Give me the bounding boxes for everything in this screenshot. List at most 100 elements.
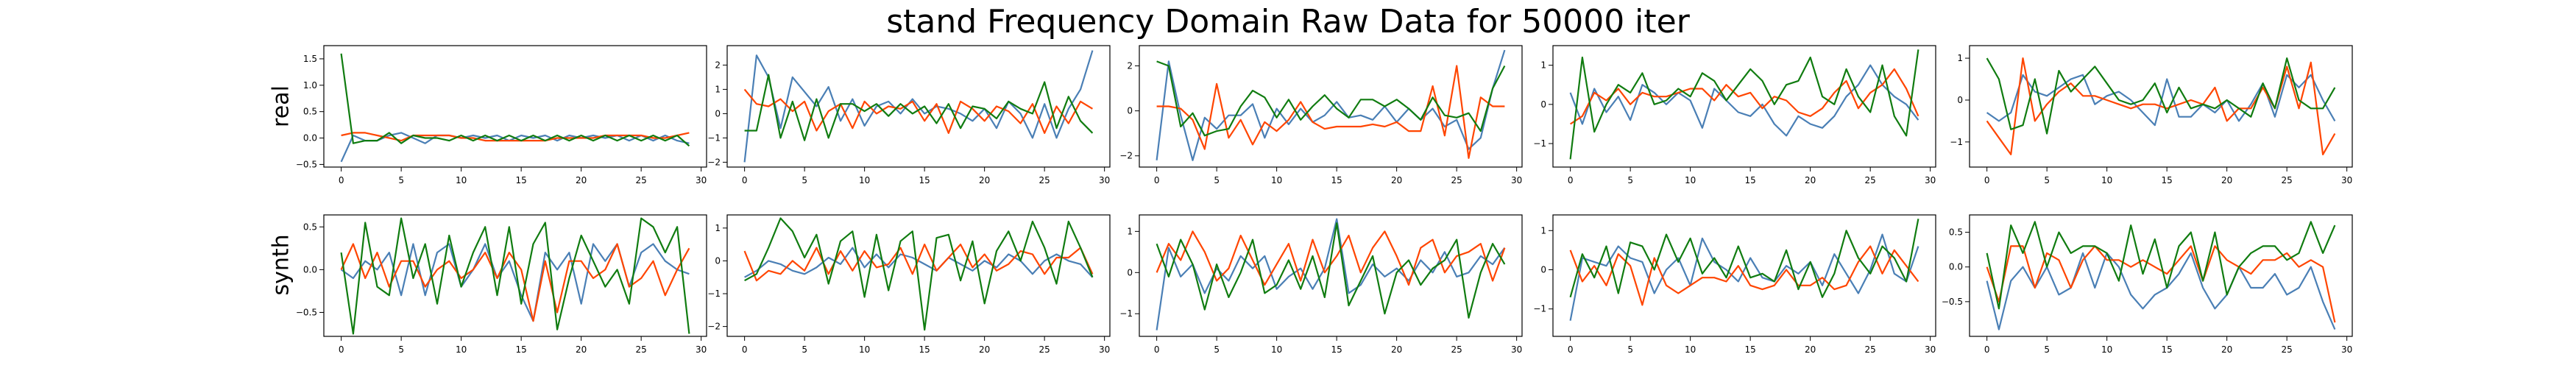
x-tick-label: 25	[1039, 344, 1050, 355]
x-tick-label: 20	[979, 344, 990, 355]
y-tick-label: 0	[1957, 95, 1963, 105]
y-tick-label: −0.5	[296, 307, 317, 317]
x-tick-label: 30	[1511, 175, 1522, 185]
x-tick-label: 5	[398, 344, 404, 355]
x-tick-label: 10	[859, 344, 870, 355]
x-tick-label: 0	[1568, 175, 1574, 185]
axes-frame	[1139, 214, 1523, 337]
series-line-1	[1569, 233, 1919, 321]
x-tick-label: 0	[742, 344, 748, 355]
series-line-3	[340, 217, 690, 335]
subplot-real-3: 0 5 10 15 20 25 30 −2 0 2	[1119, 45, 1523, 185]
x-tick-label: 25	[2282, 175, 2293, 185]
x-tick-label: 10	[2101, 175, 2112, 185]
y-tick-label: −2	[707, 157, 721, 167]
x-tick-label: 15	[1745, 344, 1756, 355]
y-tick-label: 2	[715, 60, 721, 70]
x-tick-label: 15	[1331, 344, 1342, 355]
x-tick-label: 5	[1214, 175, 1220, 185]
series-line-2	[1986, 245, 2336, 323]
y-tick-label: 0	[1127, 106, 1133, 116]
x-tick-label: 5	[802, 344, 807, 355]
x-tick-label: 30	[2341, 175, 2352, 185]
x-tick-label: 30	[696, 175, 707, 185]
x-tick-label: 5	[1214, 344, 1220, 355]
x-tick-label: 30	[1099, 175, 1110, 185]
series-line-1	[1569, 64, 1919, 137]
series-line-1	[340, 243, 690, 322]
x-tick-label: 5	[1627, 175, 1633, 185]
series-line-3	[744, 217, 1094, 331]
series-line-3	[1156, 222, 1506, 319]
y-tick-label: 0	[715, 255, 721, 266]
y-tick-label: 1.5	[303, 54, 317, 64]
y-tick-label: −0.5	[1942, 297, 1963, 307]
y-tick-label: 0.5	[303, 222, 317, 232]
series-line-1	[1156, 218, 1506, 330]
y-tick-label: 0	[715, 108, 721, 118]
x-tick-label: 0	[1154, 344, 1160, 355]
x-tick-label: 20	[1391, 344, 1402, 355]
x-tick-label: 15	[919, 344, 930, 355]
axes-frame	[1552, 45, 1936, 168]
x-tick-label: 30	[1511, 344, 1522, 355]
y-tick-label: −1	[1533, 138, 1546, 149]
subplot-real-2: 0 5 10 15 20 25 30 −2 −1 0 1 2	[707, 45, 1111, 185]
x-tick-label: 5	[2044, 175, 2050, 185]
y-tick-label: 0.5	[1949, 227, 1963, 238]
y-tick-label: −1	[1533, 304, 1546, 314]
axes-frame	[1139, 45, 1523, 168]
subplot-synth-4: 0 5 10 15 20 25 30 −1 0 1	[1533, 214, 1936, 355]
x-tick-label: 20	[1391, 175, 1402, 185]
axes-frame	[1969, 214, 2353, 337]
y-tick-label: 2	[1127, 61, 1133, 71]
series-line-3	[1986, 221, 2336, 310]
y-tick-label: 1	[1127, 226, 1133, 236]
subplot-synth-3: 0 5 10 15 20 25 30 −1 0 1	[1119, 214, 1523, 355]
x-tick-label: 10	[859, 175, 870, 185]
x-tick-label: 25	[2282, 344, 2293, 355]
y-tick-label: 1.0	[303, 80, 317, 91]
x-tick-label: 10	[456, 344, 467, 355]
subplot-synth-2: 0 5 10 15 20 25 30 −2 −1 0 1	[707, 214, 1111, 355]
x-tick-label: 15	[1331, 175, 1342, 185]
series-line-1	[1986, 252, 2336, 330]
series-line-3	[1156, 60, 1506, 137]
x-tick-label: 5	[1627, 344, 1633, 355]
series-line-1	[743, 50, 1094, 163]
x-tick-label: 30	[1925, 175, 1936, 185]
x-tick-label: 15	[1745, 175, 1756, 185]
y-tick-label: 1	[715, 223, 721, 233]
series-line-2	[743, 244, 1094, 282]
x-tick-label: 5	[398, 175, 404, 185]
series-line-3	[1569, 219, 1919, 298]
series-line-3	[1986, 57, 2336, 135]
x-tick-label: 10	[2101, 344, 2112, 355]
subplot-synth-5: 0 5 10 15 20 25 30 −0.5 0.0 0.5	[1942, 214, 2353, 355]
x-tick-label: 30	[1925, 344, 1936, 355]
series-line-1	[1986, 74, 2336, 127]
x-tick-label: 20	[576, 344, 587, 355]
axes-frame	[726, 45, 1111, 168]
y-tick-label: −0.5	[296, 159, 317, 169]
axes-frame	[1552, 214, 1936, 337]
x-tick-label: 10	[1685, 175, 1696, 185]
y-tick-label: 1	[715, 84, 721, 94]
subplot-real-4: 0 5 10 15 20 25 30 −1 0 1	[1533, 45, 1936, 185]
x-tick-label: 25	[1865, 175, 1876, 185]
y-tick-label: −1	[1119, 308, 1133, 319]
x-tick-label: 20	[1805, 344, 1816, 355]
figure-title: stand Frequency Domain Raw Data for 5000…	[886, 3, 1690, 40]
x-tick-label: 20	[2221, 344, 2232, 355]
x-tick-label: 30	[2341, 344, 2352, 355]
x-tick-label: 0	[1568, 344, 1574, 355]
x-tick-label: 15	[2162, 344, 2173, 355]
y-tick-label: −2	[1119, 151, 1133, 161]
x-tick-label: 10	[1271, 175, 1282, 185]
x-tick-label: 30	[696, 344, 707, 355]
y-tick-label: 0.0	[303, 133, 317, 144]
axes-frame	[323, 45, 707, 168]
y-tick-label: 0	[1127, 267, 1133, 277]
y-tick-label: −1	[1950, 137, 1963, 147]
series-line-1	[1156, 49, 1506, 161]
